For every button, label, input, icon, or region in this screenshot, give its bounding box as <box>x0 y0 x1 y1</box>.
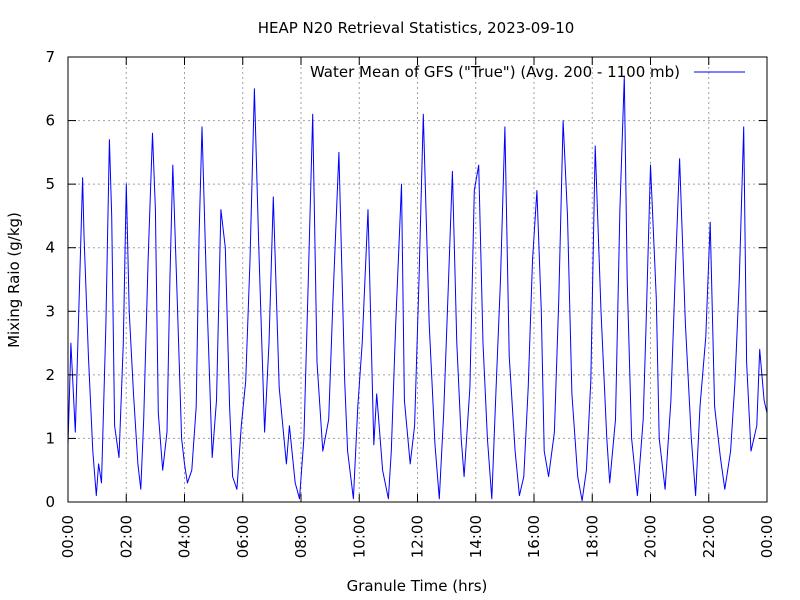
legend: Water Mean of GFS ("True") (Avg. 200 - 1… <box>310 63 745 81</box>
axis-ticks <box>67 56 768 503</box>
x-tick-label: 22:00 <box>700 515 718 558</box>
x-tick-label: 14:00 <box>467 515 485 558</box>
legend-label: Water Mean of GFS ("True") (Avg. 200 - 1… <box>310 63 680 81</box>
series-layer <box>67 75 768 502</box>
y-axis-label: Mixing Raio (g/kg) <box>5 212 23 348</box>
y-tick-labels: 0 1 2 3 4 5 6 7 <box>45 48 55 511</box>
series-line <box>67 75 768 502</box>
chart-title: HEAP N20 Retrieval Statistics, 2023-09-1… <box>258 19 575 37</box>
x-tick-label: 10:00 <box>350 515 368 558</box>
x-tick-label: 08:00 <box>292 515 310 558</box>
x-tick-label: 06:00 <box>234 515 252 558</box>
x-tick-label: 02:00 <box>117 515 135 558</box>
x-tick-label: 00:00 <box>59 515 77 558</box>
y-tick-label: 7 <box>45 48 55 66</box>
y-tick-label: 2 <box>45 366 55 384</box>
x-tick-label: 12:00 <box>409 515 427 558</box>
y-tick-label: 1 <box>45 429 55 447</box>
x-tick-labels: 00:00 02:00 04:00 06:00 08:00 10:00 12:00 14:00… <box>59 515 776 558</box>
x-tick-label: 18:00 <box>583 515 601 558</box>
grid-lines <box>68 57 767 502</box>
x-axis-label: Granule Time (hrs) <box>347 577 488 595</box>
y-tick-label: 5 <box>45 175 55 193</box>
y-tick-label: 6 <box>45 112 55 130</box>
x-tick-label: 04:00 <box>176 515 194 558</box>
x-tick-label: 20:00 <box>642 515 660 558</box>
x-tick-label: 16:00 <box>525 515 543 558</box>
y-tick-label: 0 <box>45 493 55 511</box>
y-tick-label: 3 <box>45 302 55 320</box>
y-tick-label: 4 <box>45 239 55 257</box>
x-tick-label: 00:00 <box>758 515 776 558</box>
